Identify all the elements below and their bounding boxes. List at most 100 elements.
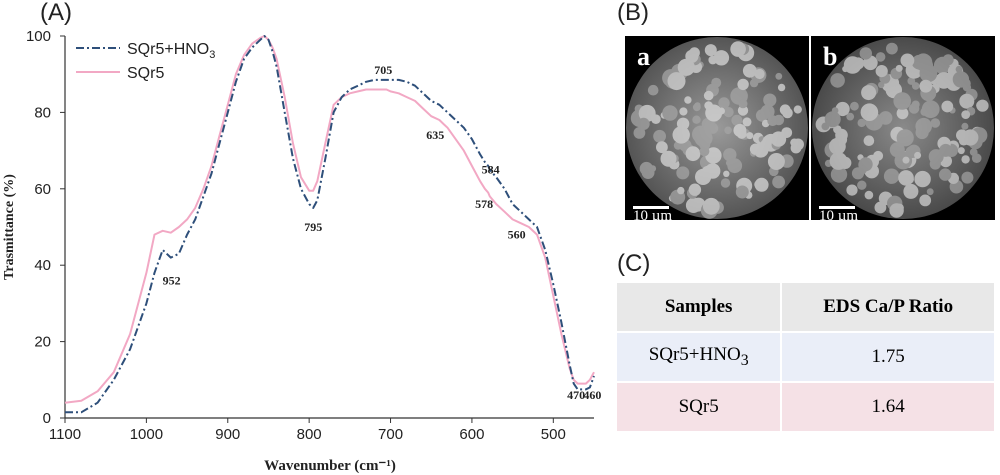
ratio-value: 1.75	[781, 331, 996, 382]
series-line-sqr5	[64, 35, 595, 404]
sem-image-b: b 10 µm	[811, 36, 995, 220]
y-tick-label: 80	[34, 104, 51, 121]
sem-particle	[893, 92, 911, 110]
sem-particle	[720, 178, 731, 188]
sem-particle	[679, 107, 688, 116]
peak-annotation: 560	[508, 227, 526, 241]
sem-particle	[656, 141, 668, 154]
sample-name: SQr5	[617, 381, 783, 431]
sem-particle	[896, 129, 914, 147]
sem-particle	[976, 101, 985, 110]
sem-particle	[895, 203, 904, 212]
sample-name-main: SQr5+HNO	[648, 344, 741, 366]
sem-particle	[754, 68, 765, 80]
sem-particle	[772, 175, 785, 189]
sem-particle	[831, 107, 839, 114]
sem-particle	[770, 131, 787, 147]
sem-particle	[711, 77, 722, 88]
sample-name-main: SQr5	[678, 396, 719, 417]
sem-particle	[723, 107, 734, 118]
sem-particle	[889, 142, 905, 158]
sem-particle	[685, 146, 701, 162]
sem-particle	[638, 104, 656, 122]
sem-particle	[907, 77, 916, 85]
sem-particle	[903, 183, 919, 199]
x-tick-label: 1100	[49, 426, 81, 443]
sem-particle	[919, 64, 938, 83]
sem-particle	[653, 129, 666, 143]
sem-particle	[677, 186, 685, 195]
peak-annotation: 584	[482, 163, 500, 177]
sem-particle	[649, 165, 657, 172]
sem-particle	[676, 166, 690, 180]
sem-particle	[919, 194, 932, 207]
peak-annotation: 635	[426, 128, 444, 142]
sem-particle	[914, 170, 931, 188]
y-axis-title: Trasmittance (%)	[2, 174, 17, 280]
sem-particle	[723, 170, 730, 177]
sem-particle	[824, 111, 841, 128]
sem-particle	[957, 147, 965, 155]
sem-particle	[699, 146, 710, 157]
sem-particle	[962, 129, 979, 146]
scale-bar-b	[819, 206, 855, 209]
sem-particle	[930, 118, 941, 128]
sem-letter-b: b	[823, 42, 838, 71]
sem-particle	[850, 58, 862, 71]
eds-header-row: Samples EDS Ca/P Ratio	[617, 283, 996, 332]
sem-particle	[692, 125, 710, 143]
sem-particle	[857, 118, 866, 128]
sem-particle	[961, 110, 971, 119]
sem-particle	[724, 126, 732, 135]
panel-label-a: (A)	[40, 0, 72, 26]
sem-particle	[763, 93, 777, 107]
peak-annotation: 578	[475, 197, 493, 211]
sem-particle	[835, 101, 850, 117]
x-tick-label: 500	[541, 426, 566, 443]
peak-annotation: 795	[304, 220, 322, 234]
x-tick-label: 900	[215, 426, 240, 443]
ratio-value: 1.64	[781, 381, 996, 431]
sem-particle	[704, 44, 717, 57]
legend-label-hno3: SQr5+HNO3	[127, 41, 215, 61]
sem-particle	[942, 54, 954, 66]
sem-particle	[961, 122, 969, 130]
header-samples: Samples	[617, 283, 783, 332]
sem-particle	[767, 115, 779, 126]
sem-particle	[919, 79, 933, 93]
sem-particle	[902, 156, 910, 164]
x-tick-label: 700	[378, 426, 403, 443]
sem-particle	[685, 197, 702, 213]
sem-particle	[829, 152, 848, 170]
sem-particle	[939, 143, 953, 157]
sem-particle	[842, 65, 849, 73]
y-tick-label: 0	[43, 410, 51, 427]
sem-particle	[749, 143, 762, 155]
sem-particle	[857, 180, 867, 190]
sem-particle	[883, 168, 900, 184]
sem-particle	[875, 65, 888, 78]
peak-annotation: 952	[163, 273, 181, 287]
sem-particle	[647, 84, 659, 96]
panel-label-b: (B)	[617, 0, 649, 26]
sem-particle	[878, 81, 885, 89]
sem-particle	[851, 167, 865, 180]
sem-texture-b	[812, 37, 994, 219]
sem-particle	[667, 72, 686, 91]
x-tick-label: 600	[459, 426, 484, 443]
sem-particle	[742, 117, 752, 127]
sem-particle	[921, 100, 940, 119]
legend-label-sqr5: SQr5	[127, 65, 164, 82]
sem-particle	[860, 103, 879, 121]
sem-particle	[830, 73, 845, 88]
sem-particle	[955, 65, 963, 73]
sem-particle	[775, 72, 783, 80]
sem-particle	[900, 53, 915, 68]
y-tick-label: 100	[26, 28, 51, 45]
sem-particle	[754, 177, 769, 192]
scale-text-b: 10 µm	[819, 208, 859, 220]
sem-particle	[760, 104, 775, 119]
sem-particle	[864, 190, 874, 200]
sem-particle	[929, 158, 941, 170]
sem-image-a: a 10 µm	[625, 36, 809, 220]
